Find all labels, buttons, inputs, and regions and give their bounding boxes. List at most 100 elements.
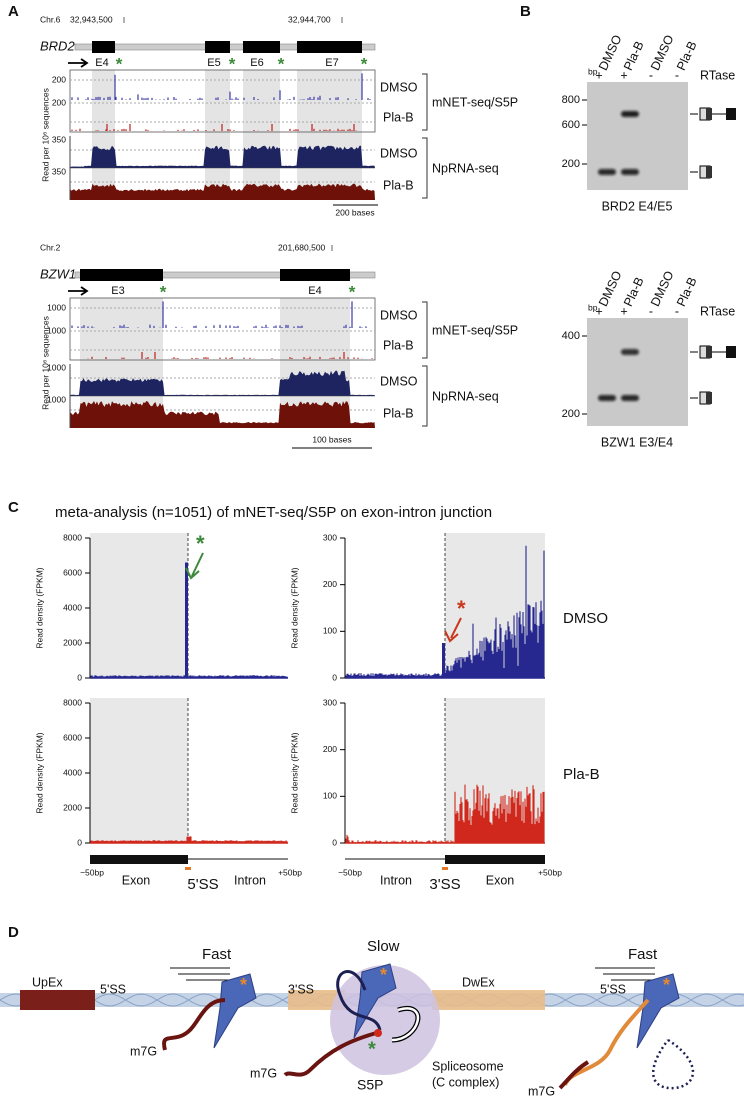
excised-lariat: [652, 1038, 695, 1090]
bracket: [422, 137, 428, 199]
gene-name: BZW1: [40, 266, 76, 281]
y-tick-label: 6000: [63, 732, 82, 742]
label: S5P: [357, 1077, 383, 1093]
upstream-exon: [20, 990, 95, 1010]
spliceosome: [330, 965, 440, 1075]
track-label: Pla-B: [383, 406, 414, 420]
label: m7G: [528, 1084, 555, 1098]
exon-label: E4: [308, 285, 321, 297]
ss3-region: [288, 990, 345, 1010]
track-label: DMSO: [380, 308, 418, 322]
label: UpEx: [32, 975, 63, 989]
rtase-sign: +: [620, 68, 627, 82]
exon-label: E3: [111, 285, 124, 297]
panel-title: meta-analysis (n=1051) of mNET-seq/S5P o…: [55, 504, 492, 521]
chromosome: Chr.2: [40, 242, 61, 252]
rna: [558, 1060, 590, 1090]
assay-label: mNET-seq/S5P: [432, 323, 518, 337]
gel-band: [621, 111, 639, 117]
label: Slow: [367, 938, 400, 955]
ss-mark: [185, 867, 191, 870]
y-tick-label: 8000: [63, 532, 82, 542]
star: *: [278, 54, 285, 73]
gel-caption: BZW1 E3/E4: [601, 435, 673, 449]
track-label: DMSO: [380, 80, 418, 94]
y-tick-label: 1000: [47, 325, 66, 335]
downstream-exon: [432, 990, 545, 1010]
y-axis-label: Read density (FPKM): [34, 567, 44, 648]
exon-shade: [90, 698, 188, 843]
star: *: [240, 975, 247, 995]
star: *: [349, 282, 356, 301]
track-label: DMSO: [380, 146, 418, 160]
exon: [297, 41, 362, 53]
star: *: [368, 1038, 376, 1060]
y-tick-label: 0: [77, 837, 82, 847]
y-axis-label: Read density (FPKM): [289, 732, 299, 813]
y-axis-label: Read per 10⁶ sequences: [40, 88, 50, 182]
label: Fast: [628, 946, 658, 963]
bracket: [422, 301, 428, 359]
track-label: Pla-B: [383, 178, 414, 192]
bracket: [422, 365, 428, 427]
panel-label: D: [8, 924, 19, 941]
track-label: DMSO: [380, 374, 418, 388]
label: (C complex): [432, 1075, 499, 1089]
peak-bar: [185, 562, 188, 678]
polymerase: [213, 973, 257, 1049]
coverage-track: [70, 183, 375, 200]
rtase-sign: +: [620, 304, 627, 318]
y-tick-label: 300: [323, 697, 337, 707]
star: *: [196, 531, 205, 556]
exon-bar: [445, 855, 545, 864]
axis-label: −50bp: [338, 867, 362, 877]
assay-label: NpRNA-seq: [432, 389, 499, 403]
panel-label: A: [8, 3, 19, 20]
exon: [205, 41, 230, 53]
rna: [336, 970, 382, 1031]
gel: [587, 318, 688, 426]
coverage-track: [70, 401, 375, 428]
gel-band: [621, 395, 639, 401]
icon-exon: [706, 392, 712, 404]
arrow: [444, 617, 462, 643]
tss-arrow: [68, 286, 89, 296]
exon: [243, 41, 280, 53]
rtase-sign: +: [595, 304, 602, 318]
scale-bar-label: 100 bases: [312, 434, 351, 444]
y-tick-label: 6000: [63, 567, 82, 577]
peak-bar: [442, 643, 445, 678]
y-tick-label: 1000: [47, 302, 66, 312]
read-track: [71, 301, 367, 328]
label: Fast: [202, 946, 232, 963]
phospho: [374, 1029, 382, 1037]
axis-label: 3'SS: [429, 876, 460, 893]
condition-label: Pla-B: [563, 766, 600, 783]
y-tick-label: 1000: [47, 362, 66, 372]
coordinate: 32,944,700: [288, 14, 331, 24]
y-tick-label: 8000: [63, 697, 82, 707]
read-track: [71, 73, 371, 100]
rtase-sign: +: [595, 68, 602, 82]
polymerase: [636, 973, 680, 1049]
mnet-frame: [69, 69, 376, 133]
exon-shade: [92, 70, 115, 200]
polymerase: [353, 963, 397, 1039]
label: m7G: [250, 1066, 277, 1080]
axis-label: +50bp: [538, 867, 562, 877]
read-density: [90, 836, 288, 843]
axis-label: Intron: [380, 873, 412, 887]
ladder-label: 400: [562, 330, 580, 342]
coordinate: 32,943,500: [70, 14, 113, 24]
ss-mark: [442, 867, 448, 870]
exon: [92, 41, 115, 53]
panel-label: B: [520, 3, 531, 20]
rtase-sign: -: [649, 304, 653, 318]
gel-band: [621, 349, 639, 355]
star: *: [160, 282, 167, 301]
ladder-label: 600: [562, 119, 580, 131]
exon-label: E5: [207, 57, 220, 69]
panel-label: C: [8, 499, 19, 516]
y-tick-label: 0: [77, 672, 82, 682]
ladder-label: 200: [562, 408, 580, 420]
